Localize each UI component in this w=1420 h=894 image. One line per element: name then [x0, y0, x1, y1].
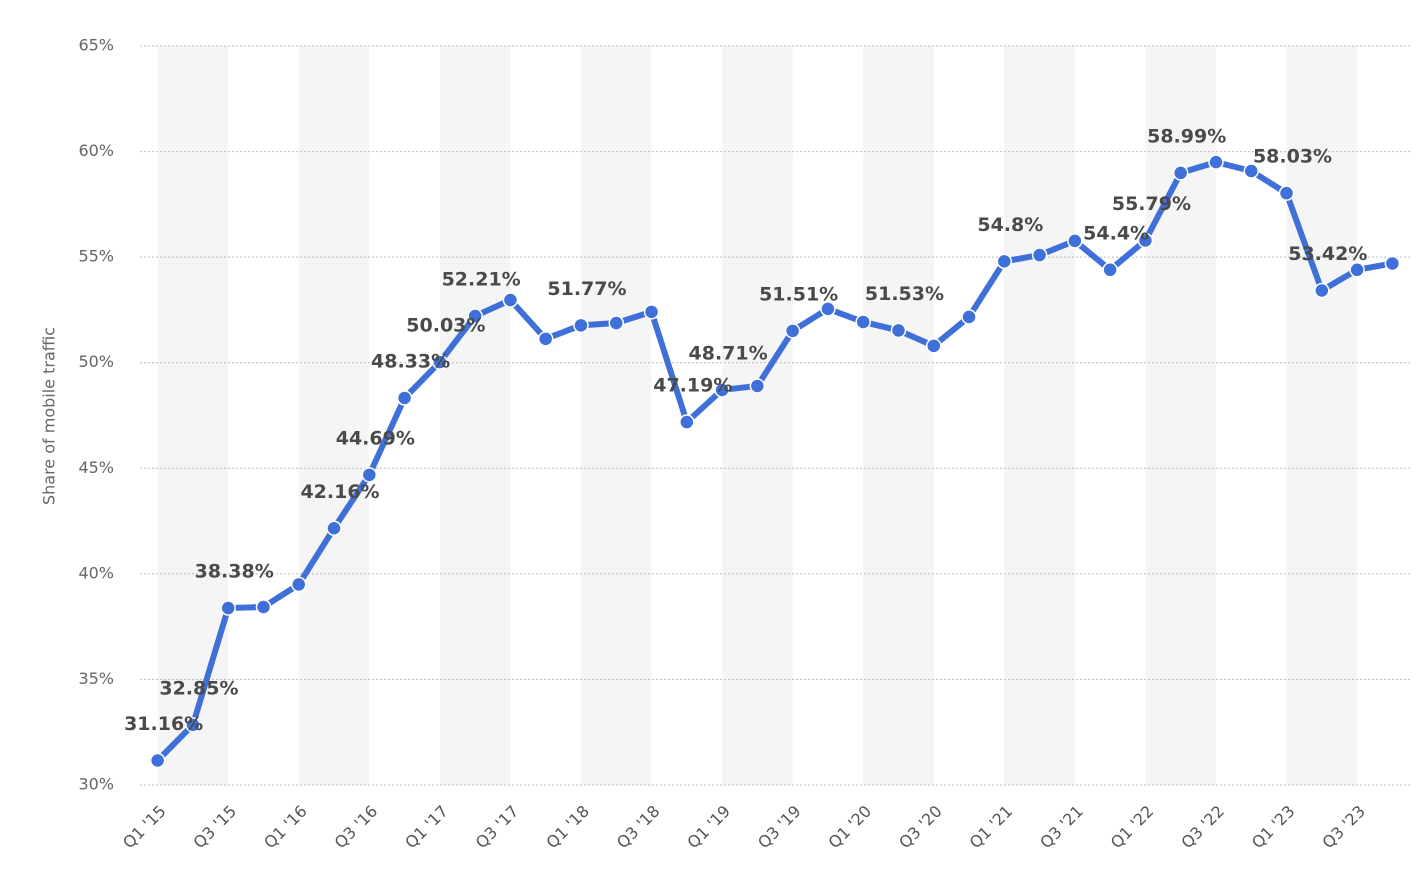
x-tick-label: Q1 '22	[1107, 802, 1158, 853]
point	[149, 752, 166, 769]
point	[502, 292, 519, 308]
point	[926, 338, 942, 354]
point	[1243, 163, 1259, 179]
point	[537, 331, 554, 347]
point	[1102, 262, 1118, 278]
data-label: 31.16%	[124, 713, 203, 735]
point	[679, 414, 695, 430]
y-tick-label: 40%	[78, 563, 114, 582]
x-tick-label: Q1 '20	[825, 802, 876, 853]
y-axis-title: Share of mobile traffic	[40, 327, 59, 505]
point	[1067, 233, 1083, 249]
point	[255, 599, 272, 615]
x-tick-label: Q3 '21	[1036, 802, 1087, 853]
point	[291, 576, 307, 593]
point	[220, 600, 236, 616]
point	[326, 520, 342, 537]
point	[1314, 282, 1330, 299]
point	[855, 314, 871, 330]
point	[749, 378, 766, 394]
x-tick-label: Q3 '17	[472, 802, 523, 853]
data-label: 42.16%	[300, 481, 379, 503]
point	[1278, 185, 1295, 201]
background-band	[157, 46, 229, 785]
x-tick-label: Q3 '15	[190, 802, 241, 853]
x-tick-label: Q3 '18	[613, 802, 664, 853]
data-label: 38.38%	[195, 561, 274, 583]
x-tick-label: Q1 '19	[683, 802, 734, 853]
point	[573, 317, 589, 334]
y-tick-label: 35%	[78, 669, 114, 688]
background-band	[1004, 46, 1075, 785]
x-tick-label: Q1 '18	[542, 802, 593, 853]
point	[714, 382, 730, 398]
x-tick-label: Q1 '16	[260, 802, 311, 853]
data-label: 58.03%	[1253, 146, 1332, 168]
data-label: 54.8%	[977, 214, 1043, 236]
point	[1384, 255, 1401, 272]
y-tick-label: 30%	[78, 775, 114, 794]
y-tick-label: 45%	[78, 458, 114, 477]
x-tick-label: Q3 '16	[331, 802, 382, 853]
data-label: 55.79%	[1112, 193, 1191, 215]
background-bands	[157, 46, 1358, 785]
point	[608, 315, 624, 331]
point	[361, 467, 378, 483]
point	[1208, 154, 1224, 170]
background-band	[298, 46, 370, 785]
data-label: 32.85%	[159, 677, 238, 699]
point	[784, 323, 801, 339]
x-tick-label: Q1 '15	[119, 802, 170, 853]
x-tick-label: Q1 '17	[401, 802, 452, 853]
x-tick-label: Q3 '23	[1318, 802, 1369, 853]
data-label: 44.69%	[336, 427, 415, 449]
background-band	[1286, 46, 1358, 785]
data-label: 48.71%	[689, 342, 768, 364]
data-label: 52.21%	[442, 269, 521, 291]
background-band	[722, 46, 793, 785]
point	[820, 301, 836, 317]
data-label: 58.99%	[1147, 125, 1226, 147]
y-tick-label: 55%	[78, 247, 114, 266]
point	[467, 308, 483, 324]
data-label: 54.4%	[1083, 222, 1149, 244]
y-tick-label: 50%	[78, 352, 114, 371]
point	[996, 253, 1013, 270]
point	[185, 717, 201, 733]
point	[961, 309, 977, 325]
point	[1137, 232, 1154, 249]
background-band	[439, 46, 511, 785]
data-label: 47.19%	[653, 375, 732, 397]
point	[890, 322, 907, 339]
x-tick-label: Q1 '21	[966, 802, 1017, 853]
data-label: 48.33%	[371, 350, 450, 372]
data-label: 51.51%	[759, 283, 838, 305]
background-band	[1145, 46, 1216, 785]
y-tick-label: 65%	[78, 36, 114, 55]
point	[1349, 262, 1365, 278]
data-label: 53.42%	[1288, 243, 1367, 265]
x-tick-label: Q3 '22	[1177, 802, 1228, 853]
point	[396, 390, 413, 406]
point	[643, 304, 660, 320]
background-band	[863, 46, 934, 785]
point	[1031, 247, 1048, 263]
x-tick-label: Q1 '23	[1248, 802, 1299, 853]
data-label: 51.53%	[865, 283, 944, 305]
point	[1172, 165, 1189, 181]
x-tick-label: Q3 '20	[895, 802, 946, 853]
data-label: 51.77%	[547, 278, 626, 300]
point	[432, 354, 448, 370]
data-label: 50.03%	[406, 315, 485, 337]
y-tick-label: 60%	[78, 141, 114, 160]
x-tick-label: Q3 '19	[754, 802, 805, 853]
background-band	[580, 46, 652, 785]
